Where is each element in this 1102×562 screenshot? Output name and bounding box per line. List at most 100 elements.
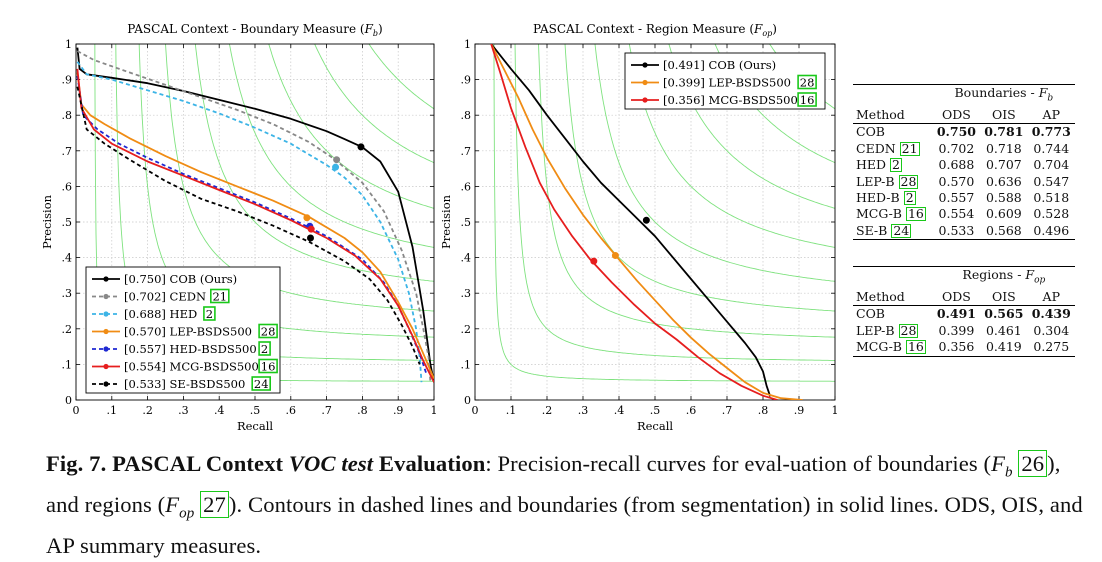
caption-heading: PASCAL Context VOC test Evaluation [112,451,486,476]
legend-citation: 24 [254,377,269,391]
col-header-ods: ODS [941,106,971,122]
y-tick-label: 1 [464,38,471,51]
legend-entry: [0.557] HED-BSDS500 [124,342,257,356]
ods-cell: 0.570 [938,173,975,189]
caption-citation-link[interactable]: 27 [200,491,229,519]
iso-f-curve [564,44,835,312]
results-tables: Boundaries - Fb Method ODS OIS AP COB 0.7… [853,84,1075,357]
citation-link[interactable]: 28 [898,322,919,338]
citation-link[interactable]: 2 [890,157,902,173]
y-tick-label: 0 [464,394,471,407]
ap-cell: 0.439 [1031,306,1071,322]
ois-cell: 0.565 [984,306,1024,322]
citation-link[interactable]: 16 [905,206,926,222]
regions-group-title: Regions - Fop [962,267,1046,286]
series-ods-marker [642,216,650,224]
legend-marker [103,363,109,370]
x-tick-label: .3 [178,404,189,417]
caption-text-1: : Precision-recall curves for eval-uatio… [485,451,992,476]
method-cell: LEP-B 28 [856,322,919,338]
y-tick-label: .7 [461,145,472,158]
x-tick-label: .9 [794,404,805,417]
legend-citation-box [258,323,278,339]
legend-entry: [0.491] COB (Ours) [663,58,776,72]
method-cell: COB [856,124,885,140]
x-tick-label: .4 [614,404,625,417]
col-header-ois: OIS [991,289,1016,305]
iso-f-curve [268,44,434,209]
ap-cell: 0.304 [1033,322,1070,338]
legend-marker [103,293,109,300]
legend-citation: 28 [800,76,815,90]
x-tick-label: .2 [142,404,153,417]
y-tick-label: .3 [62,287,73,300]
table-row: MCG-B 16 0.356 0.419 0.275 [853,339,1075,357]
ap-cell: 0.744 [1033,140,1070,156]
table-row: LEP-B 28 0.570 0.636 0.547 [853,174,1075,190]
x-tick-label: .1 [506,404,517,417]
x-tick-label: .7 [722,404,733,417]
boundaries-group-header: Boundaries - Fb [853,84,1075,107]
y-tick-label: .8 [461,109,472,122]
citation-link[interactable]: 28 [898,173,919,189]
iso-f-contours [493,44,835,382]
caption-citation-link[interactable]: 26 [1018,450,1048,477]
citation-link[interactable]: 21 [899,140,920,156]
iso-f-curve [594,44,835,282]
col-header-ap: AP [1042,289,1060,305]
legend-marker [642,79,648,86]
series-ods-marker [357,143,365,151]
y-tick-label: 1 [65,38,72,51]
legend-citation-box [258,341,271,356]
legend: [0.750] COB (Ours) [0.702] CEDN 21 [0.688] … [85,266,281,394]
ois-cell: 0.781 [984,124,1024,140]
citation-link[interactable]: 16 [905,339,926,355]
ap-cell: 0.496 [1033,222,1070,238]
table-row: MCG-B 16 0.554 0.609 0.528 [853,206,1075,222]
legend-citation-box [210,288,230,304]
ois-cell: 0.636 [985,173,1022,189]
x-tick-label: .9 [393,404,404,417]
legend-entry: [0.533] SE-BSDS500 [124,377,245,391]
series-line [490,44,803,400]
x-tick-label: .6 [286,404,297,417]
legend-entry: [0.399] LEP-BSDS500 [663,76,791,90]
table-row: COB 0.491 0.565 0.439 [853,305,1075,323]
col-header-ois: OIS [991,106,1016,122]
col-header-ods: ODS [941,289,971,305]
ods-cell: 0.533 [938,222,975,238]
ap-cell: 0.704 [1033,157,1070,173]
y-axis-label: Precision [40,194,54,249]
table-row: LEP-B 28 0.399 0.461 0.304 [853,323,1075,339]
citation-link[interactable]: 24 [891,222,912,238]
x-tick-label: 0 [472,404,479,417]
y-tick-label: 0 [65,394,72,407]
ods-cell: 0.688 [938,157,975,173]
series-line [76,47,434,383]
series-line [490,44,772,397]
y-tick-label: .7 [62,145,73,158]
series-line [76,50,432,383]
legend-citation: 16 [800,93,815,107]
ods-cell: 0.557 [938,189,975,205]
y-axis-label: Precision [439,194,453,249]
ods-cell: 0.750 [936,124,976,140]
citation-link[interactable]: 2 [903,189,916,205]
figure-caption: Fig. 7. PASCAL Context VOC test Evaluati… [46,450,1083,559]
series-ods-marker [611,251,619,259]
method-cell: HED-B 2 [856,189,916,205]
y-tick-label: .9 [62,74,73,87]
series-ods-marker [333,156,341,164]
iso-f-curve [368,44,434,110]
ois-cell: 0.461 [985,322,1022,338]
table-row: HED-B 2 0.557 0.588 0.518 [853,190,1075,206]
x-tick-label: 1 [431,404,438,417]
ois-cell: 0.568 [985,222,1022,238]
legend-citation-box [797,92,817,107]
iso-f-curve [228,44,434,248]
ap-cell: 0.547 [1033,173,1070,189]
method-cell: HED 2 [856,157,902,173]
legend-marker [103,311,109,317]
iso-f-curve [165,44,434,312]
method-cell: SE-B 24 [856,222,912,238]
